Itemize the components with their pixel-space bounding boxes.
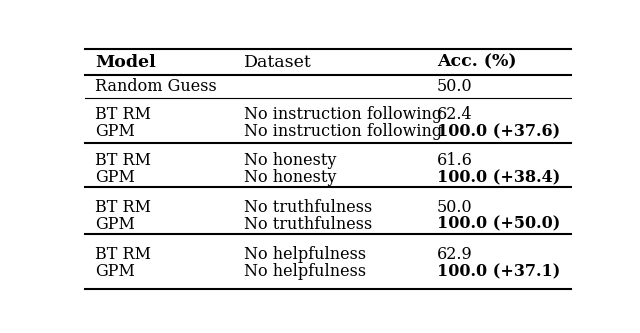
Text: No helpfulness: No helpfulness (244, 263, 366, 280)
Text: Acc. (%): Acc. (%) (437, 54, 516, 71)
Text: 100.0 (+37.1): 100.0 (+37.1) (437, 263, 561, 280)
Text: 50.0: 50.0 (437, 78, 473, 95)
Text: No truthfulness: No truthfulness (244, 216, 372, 233)
Text: No helpfulness: No helpfulness (244, 246, 366, 263)
Text: 62.9: 62.9 (437, 246, 473, 263)
Text: 100.0 (+38.4): 100.0 (+38.4) (437, 169, 561, 186)
Text: Dataset: Dataset (244, 54, 312, 71)
Text: GPM: GPM (95, 123, 135, 140)
Text: BT RM: BT RM (95, 246, 151, 263)
Text: GPM: GPM (95, 216, 135, 233)
Text: 50.0: 50.0 (437, 199, 473, 216)
Text: 62.4: 62.4 (437, 106, 473, 123)
Text: BT RM: BT RM (95, 199, 151, 216)
Text: GPM: GPM (95, 263, 135, 280)
Text: BT RM: BT RM (95, 106, 151, 123)
Text: No instruction following: No instruction following (244, 106, 442, 123)
Text: BT RM: BT RM (95, 152, 151, 169)
Text: No honesty: No honesty (244, 152, 336, 169)
Text: 61.6: 61.6 (437, 152, 473, 169)
Text: Random Guess: Random Guess (95, 78, 216, 95)
Text: 100.0 (+37.6): 100.0 (+37.6) (437, 123, 560, 140)
Text: No truthfulness: No truthfulness (244, 199, 372, 216)
Text: No honesty: No honesty (244, 169, 336, 186)
Text: 100.0 (+50.0): 100.0 (+50.0) (437, 216, 561, 233)
Text: GPM: GPM (95, 169, 135, 186)
Text: No instruction following: No instruction following (244, 123, 442, 140)
Text: Model: Model (95, 54, 156, 71)
